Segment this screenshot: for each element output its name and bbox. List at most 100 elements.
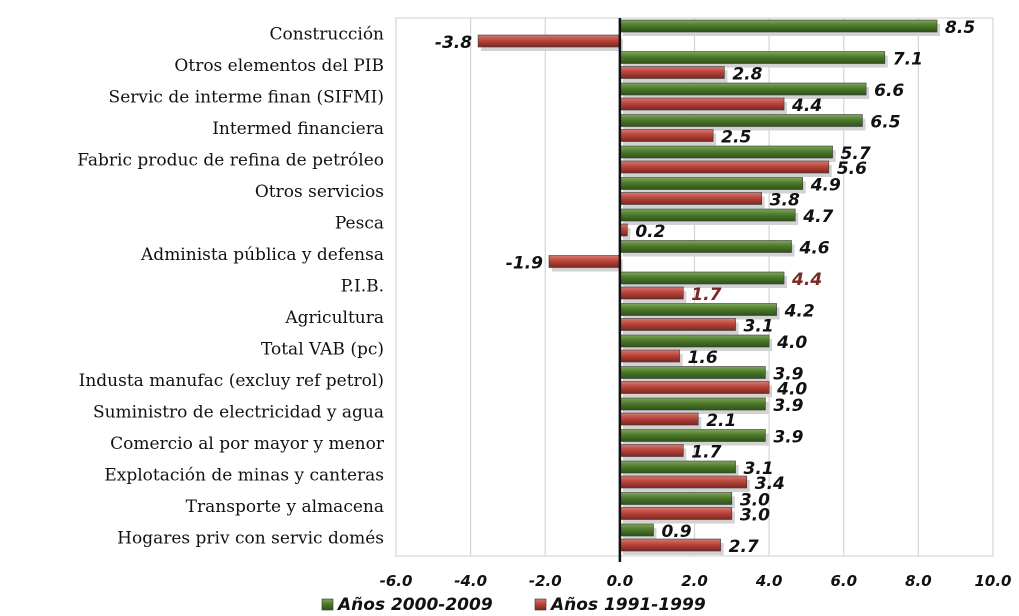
bar-2000-2009-administa-publica-y-defensa: [619, 240, 792, 253]
x-tick-label: -2.0: [529, 572, 562, 590]
bar-1991-1999-servic-de-interme-finan-sifmi: [619, 97, 785, 111]
legend-swatch: [321, 598, 334, 611]
bar-2000-2009-transporte-y-almacena: [619, 492, 733, 505]
category-label-pesca: Pesca: [335, 214, 384, 234]
legend-item-1991-1999: Años 1991-1999: [534, 595, 706, 615]
bar-2000-2009-suministro-de-electricidad-y-agua: [619, 397, 766, 411]
bar-2000-2009-total-vab-pc: [619, 334, 770, 348]
value-label: 5.6: [837, 159, 867, 179]
value-label: 4.4: [791, 96, 822, 116]
value-label: 4.7: [802, 207, 833, 227]
value-label: 7.1: [893, 50, 923, 70]
x-tick-label: 8.0: [905, 572, 932, 590]
value-label: 2.8: [732, 65, 762, 85]
bar-2000-2009-explotacion-de-minas-y-canteras: [619, 460, 736, 474]
legend-label: Años 2000-2009: [336, 595, 493, 615]
bar-2000-2009-intermed-financiera: [619, 114, 863, 127]
category-label-total-vab-pc: Total VAB (pc): [261, 340, 384, 360]
bar-1991-1999-otros-servicios: [619, 192, 762, 205]
bar-1991-1999-industa-manufac-excluy-ref-petrol: [619, 381, 770, 394]
category-label-transporte-y-almacena: Transporte y almacena: [186, 497, 384, 517]
category-label-otros-elementos-del-pib: Otros elementos del PIB: [174, 56, 384, 76]
bar-2000-2009-agricultura: [619, 303, 777, 316]
bar-2000-2009-hogares-priv-con-servic-domes: [619, 523, 654, 537]
category-label-construccion: Construcción: [270, 25, 385, 45]
bar-1991-1999-administa-publica-y-defensa: [548, 255, 621, 268]
x-tick-label: 4.0: [755, 572, 783, 590]
value-label: 0.9: [661, 522, 691, 542]
bar-2000-2009-industa-manufac-excluy-ref-petrol: [619, 366, 766, 379]
x-tick-label: -6.0: [380, 572, 413, 590]
value-label: 4.0: [776, 380, 807, 400]
category-label-otros-servicios: Otros servicios: [255, 182, 384, 202]
value-label: 6.6: [874, 81, 904, 101]
bar-1991-1999-explotacion-de-minas-y-canteras: [619, 475, 748, 489]
category-label-p-i-b: P.I.B.: [341, 277, 384, 297]
value-label: 3.9: [773, 428, 803, 448]
value-label: 8.5: [945, 18, 975, 38]
value-label: 3.8: [770, 191, 800, 211]
category-label-agricultura: Agricultura: [284, 308, 384, 328]
value-label: 3.4: [755, 474, 785, 494]
value-label: -3.8: [435, 33, 472, 53]
value-label: -1.9: [506, 254, 543, 274]
bar-2000-2009-pesca: [619, 208, 796, 222]
category-label-suministro-de-electricidad-y-agua: Suministro de electricidad y agua: [93, 403, 384, 423]
value-label: 4.9: [810, 176, 841, 196]
legend-label: Años 1991-1999: [549, 595, 706, 615]
category-label-intermed-financiera: Intermed financiera: [212, 119, 384, 139]
legend-item-2000-2009: Años 2000-2009: [321, 595, 493, 615]
bar-2000-2009-servic-de-interme-finan-sifmi: [619, 82, 867, 96]
legend: Años 2000-2009 Años 1991-1999: [321, 595, 706, 615]
bar-2000-2009-fabric-produc-de-refina-de-petroleo: [619, 145, 833, 159]
bar-1991-1999-total-vab-pc: [619, 349, 680, 363]
value-label: 6.5: [870, 113, 900, 133]
category-label-industa-manufac-excluy-ref-petrol: Industa manufac (excluy ref petrol): [79, 371, 384, 391]
value-label: 1.6: [688, 348, 718, 368]
x-tick-label: 10.0: [974, 572, 1011, 590]
category-label-explotacion-de-minas-y-canteras: Explotación de minas y canteras: [104, 466, 384, 486]
bar-2000-2009-p-i-b: [619, 271, 785, 285]
x-tick-label: 0.0: [607, 572, 634, 590]
value-label: 3.1: [744, 459, 774, 479]
bar-1991-1999-suministro-de-electricidad-y-agua: [619, 412, 699, 426]
value-label: 1.7: [691, 285, 721, 305]
bar-2000-2009-otros-elementos-del-pib: [619, 51, 886, 64]
legend-swatch: [534, 598, 547, 611]
labels-layer: -6.0 -4.0 -2.0 0.0 2.0 4.0 6.0 8.0 10.0 Construcc…: [77, 18, 1011, 590]
category-label-fabric-produc-de-refina-de-petroleo: Fabric produc de refina de petróleo: [77, 151, 384, 171]
value-label: 4.4: [791, 270, 822, 290]
bar-1991-1999-agricultura: [619, 318, 736, 331]
value-label: 2.5: [721, 128, 751, 148]
x-tick-label: 6.0: [830, 572, 857, 590]
value-label: 4.6: [799, 239, 830, 259]
bar-1991-1999-transporte-y-almacena: [619, 507, 733, 520]
value-label: 1.7: [691, 443, 721, 463]
value-label: 4.2: [784, 302, 815, 322]
x-tick-label: 2.0: [681, 572, 708, 590]
bar-1991-1999-intermed-financiera: [619, 129, 714, 142]
category-label-hogares-priv-con-servic-domes: Hogares priv con servic domés: [117, 529, 384, 549]
x-tick-label: -4.0: [454, 572, 487, 590]
bar-2000-2009-comercio-al-por-mayor-y-menor: [619, 429, 766, 442]
category-label-comercio-al-por-mayor-y-menor: Comercio al por mayor y menor: [110, 434, 385, 454]
bars-layer: [477, 19, 941, 555]
bar-2000-2009-construccion: [619, 19, 938, 33]
value-label: 3.1: [744, 317, 774, 337]
bar-1991-1999-comercio-al-por-mayor-y-menor: [619, 444, 684, 457]
value-label: 2.7: [729, 537, 759, 557]
bar-1991-1999-p-i-b: [619, 286, 684, 300]
bar-1991-1999-construccion: [477, 34, 621, 48]
bar-1991-1999-otros-elementos-del-pib: [619, 66, 725, 79]
value-label: 3.0: [740, 491, 770, 511]
value-label: 3.9: [773, 396, 803, 416]
category-label-administa-publica-y-defensa: Administa pública y defensa: [140, 245, 384, 265]
value-label: 3.9: [773, 365, 803, 385]
value-label: 0.2: [635, 222, 665, 242]
value-label: 4.0: [776, 333, 807, 353]
value-label: 2.1: [706, 411, 736, 431]
value-label: 3.0: [740, 506, 770, 526]
category-label-servic-de-interme-finan-sifmi: Servic de interme finan (SIFMI): [109, 88, 384, 108]
bar-1991-1999-fabric-produc-de-refina-de-petroleo: [619, 160, 830, 174]
